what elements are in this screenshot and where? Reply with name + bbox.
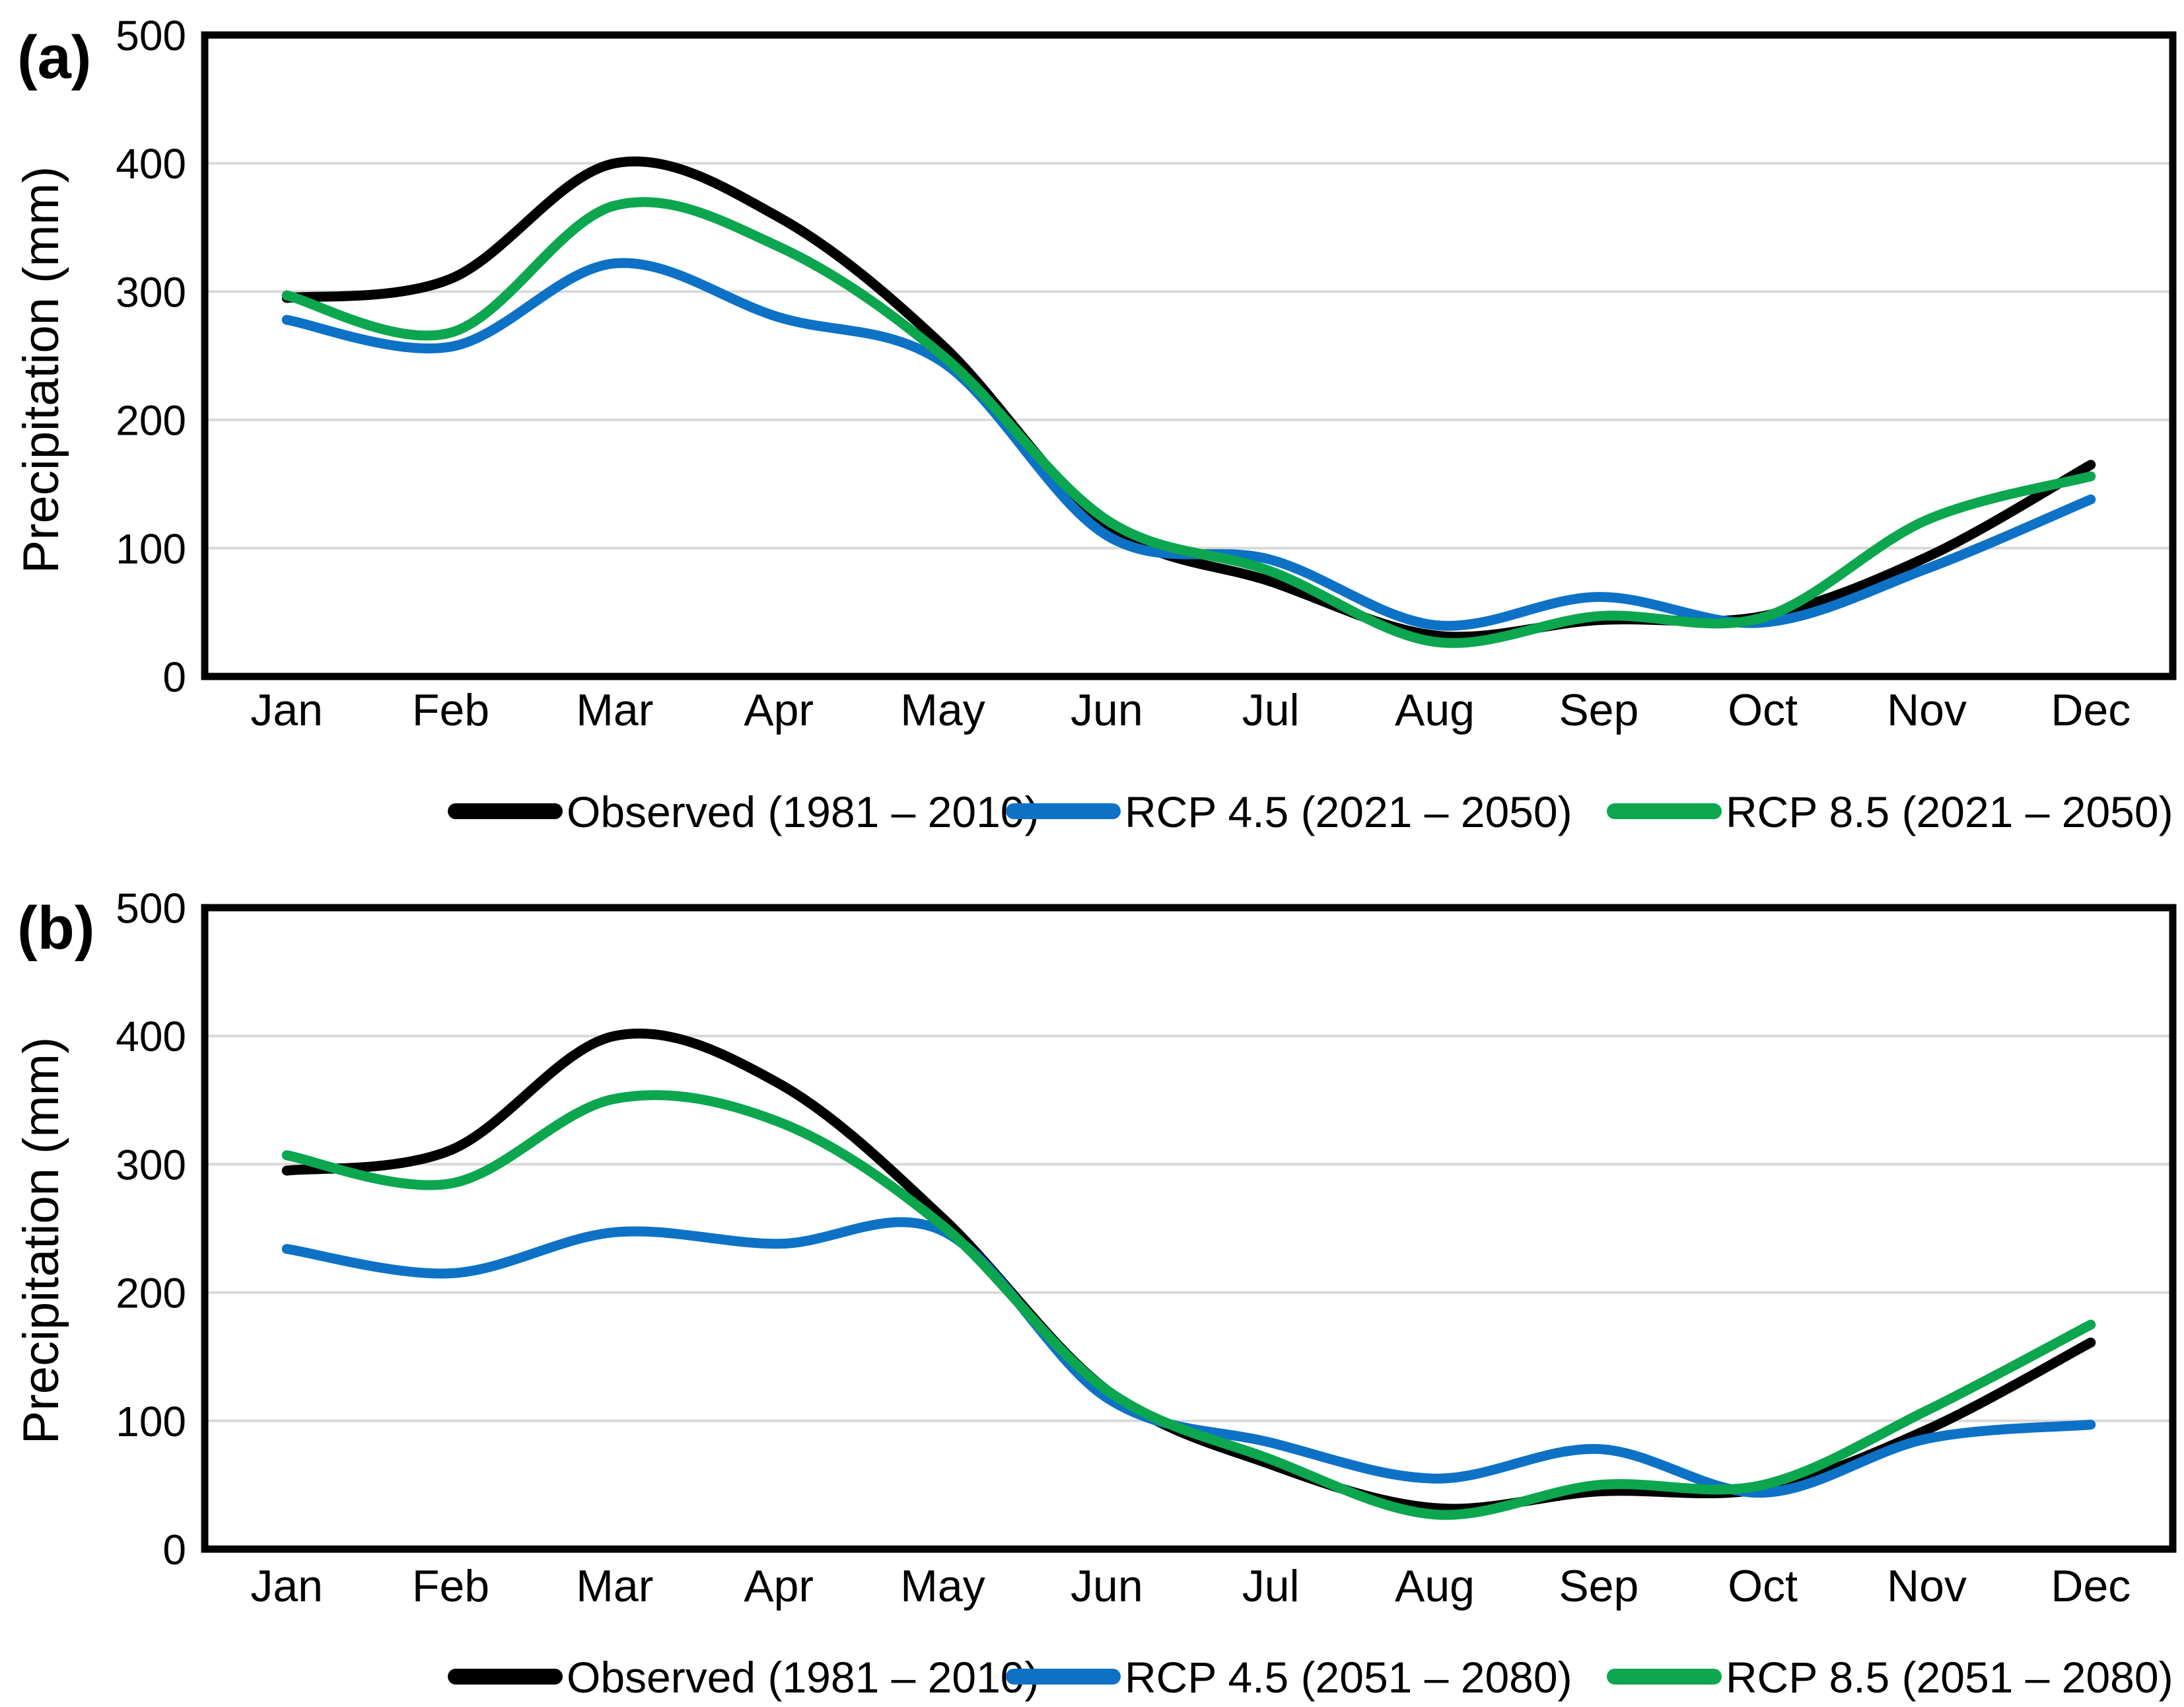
plot-border: [201, 31, 2177, 680]
panel-label: (b): [17, 894, 94, 962]
legend-label-2: RCP 8.5 (2021 – 2050): [1726, 787, 2173, 836]
x-tick-label-jun: Jun: [1071, 685, 1143, 735]
x-tick-label-oct: Oct: [1728, 685, 1798, 735]
y-axis-title: Precipitation (mm): [13, 1037, 69, 1445]
legend: Observed (1981 – 2010) RCP 4.5 (2051 – 20…: [448, 1653, 2173, 1702]
x-tick-label-oct: Oct: [1728, 1561, 1798, 1611]
series-line-0: [281, 1029, 2096, 1514]
x-tick-label-jun: Jun: [1071, 1561, 1143, 1611]
legend-label-1: RCP 4.5 (2051 – 2080): [1125, 1653, 1572, 1702]
x-tick-label-nov: Nov: [1887, 1561, 1967, 1611]
panel-label: (a): [17, 24, 91, 91]
y-tick-label: 400: [116, 140, 186, 188]
x-tick-label-sep: Sep: [1559, 685, 1638, 735]
y-tick-label: 0: [162, 653, 186, 701]
y-tick-label: 100: [116, 1398, 186, 1445]
chart-panel-a: (a) Precipitation (mm) 0 100 200 300 400 500 Jan…: [13, 12, 2177, 836]
series-line-2: [281, 197, 2096, 648]
x-tick-label-aug: Aug: [1395, 1561, 1475, 1611]
x-tick-label-jan: Jan: [250, 685, 323, 735]
series-line-0: [281, 156, 2096, 642]
x-tick-label-apr: Apr: [744, 1561, 814, 1611]
y-tick-label: 300: [116, 268, 186, 316]
legend: Observed (1981 – 2010) RCP 4.5 (2021 – 20…: [448, 787, 2173, 836]
x-tick-label-jul: Jul: [1242, 685, 1300, 735]
y-tick-label: 400: [116, 1013, 186, 1060]
x-tick-label-mar: Mar: [576, 685, 653, 735]
x-tick-label-aug: Aug: [1395, 685, 1475, 735]
x-tick-label-jan: Jan: [250, 1561, 323, 1611]
x-tick-label-may: May: [900, 1561, 985, 1611]
y-tick-label: 100: [116, 525, 186, 573]
y-axis-title: Precipitation (mm): [13, 166, 69, 574]
y-tick-label: 500: [116, 12, 186, 59]
legend-label-0: Observed (1981 – 2010): [567, 1653, 1039, 1702]
x-tick-label-nov: Nov: [1887, 685, 1967, 735]
series-line-1: [281, 1217, 2096, 1498]
legend-label-0: Observed (1981 – 2010): [567, 787, 1039, 836]
x-tick-label-may: May: [900, 685, 985, 735]
x-tick-label-apr: Apr: [744, 685, 814, 735]
y-tick-label: 0: [162, 1526, 186, 1574]
x-tick-label-dec: Dec: [2051, 1561, 2131, 1611]
series-line-2: [281, 1090, 2096, 1520]
x-tick-label-mar: Mar: [576, 1561, 653, 1611]
y-tick-label: 500: [116, 885, 186, 932]
x-tick-label-feb: Feb: [412, 685, 489, 735]
x-tick-label-jul: Jul: [1242, 1561, 1300, 1611]
y-tick-label: 200: [116, 397, 186, 445]
y-tick-label: 200: [116, 1270, 186, 1317]
x-tick-label-feb: Feb: [412, 1561, 489, 1611]
series-line-1: [281, 258, 2096, 631]
y-tick-label: 300: [116, 1141, 186, 1188]
legend-label-2: RCP 8.5 (2051 – 2080): [1726, 1653, 2173, 1702]
x-tick-label-sep: Sep: [1559, 1561, 1638, 1611]
chart-panel-b: (b) Precipitation (mm) 0 100 200 300 400 500 Jan…: [13, 885, 2177, 1702]
legend-label-1: RCP 4.5 (2021 – 2050): [1125, 787, 1572, 836]
plot-border: [201, 904, 2177, 1553]
x-tick-label-dec: Dec: [2051, 685, 2131, 735]
